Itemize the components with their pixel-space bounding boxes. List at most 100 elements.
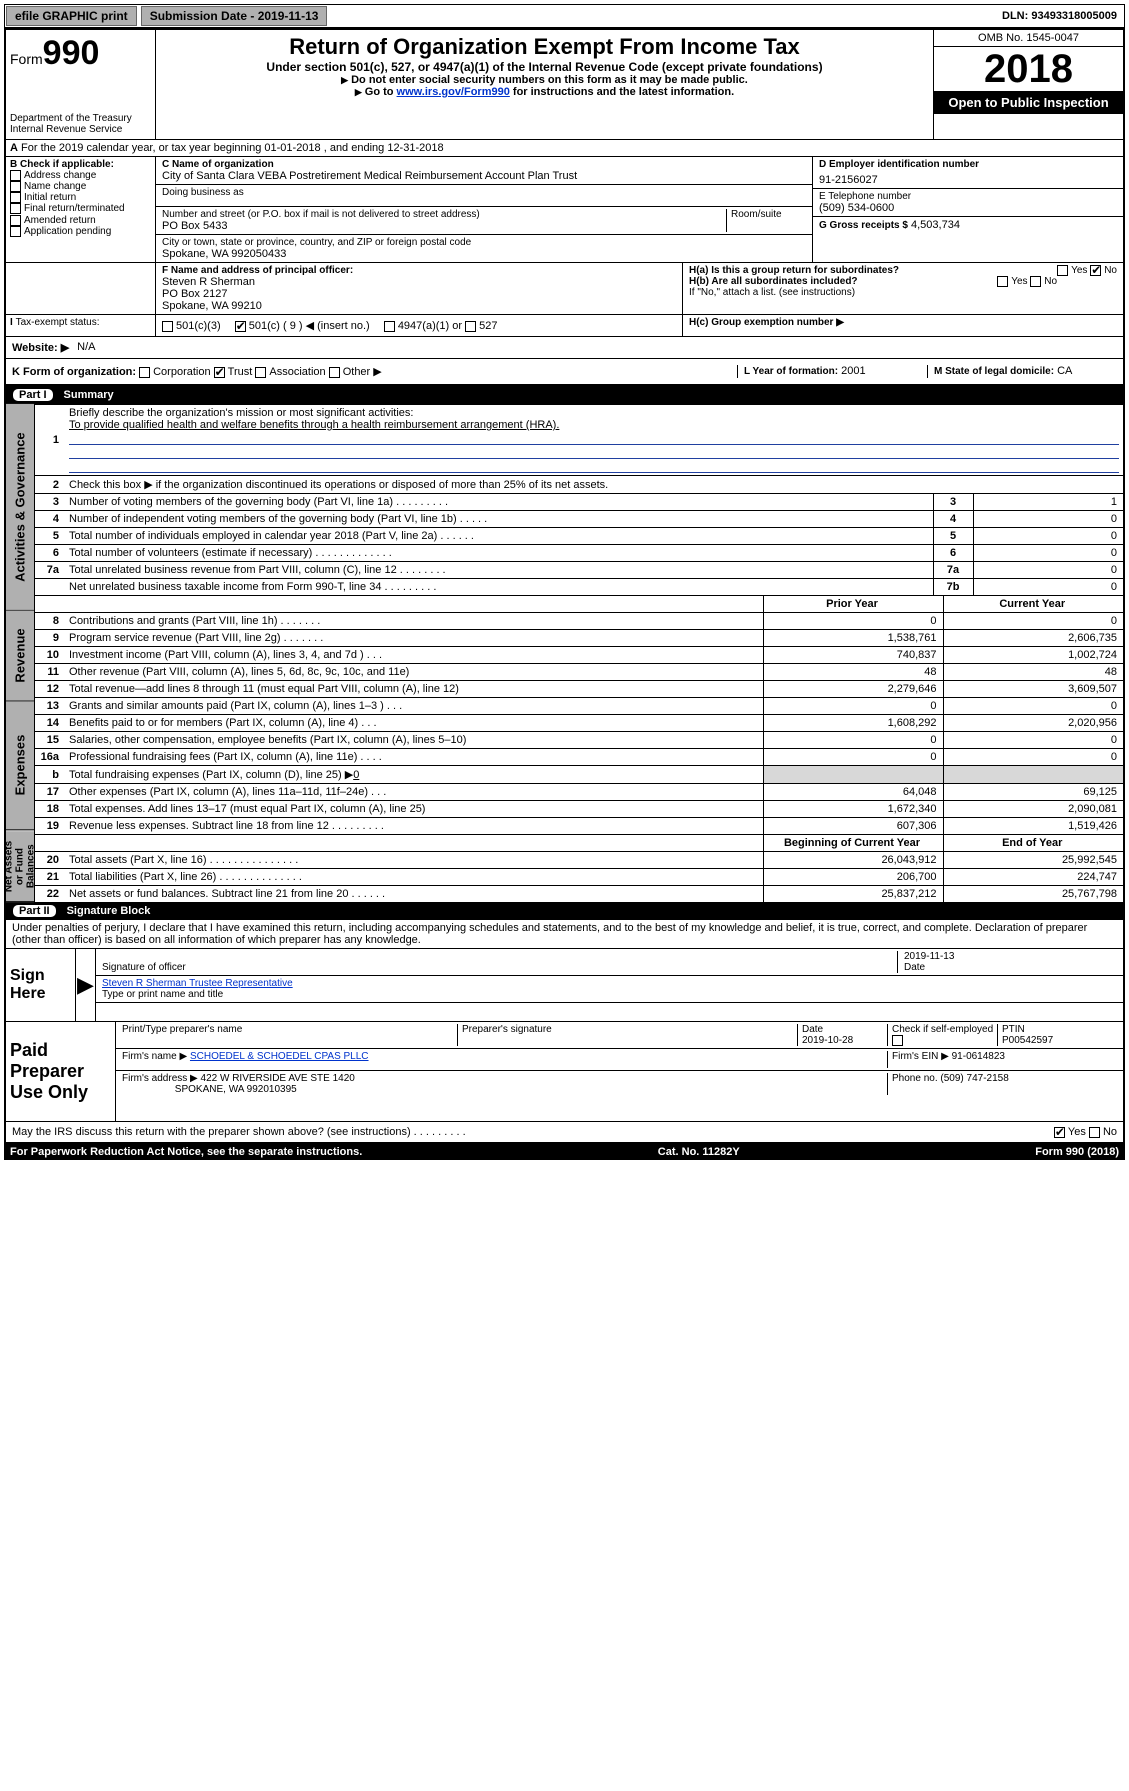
tax-status-row: I Tax-exempt status: 501(c)(3) 501(c) ( … [6,315,1123,337]
ck-assoc[interactable] [255,367,266,378]
k-l-m-row: K Form of organization: Corporation Trus… [6,359,1123,386]
instr-link: Go to www.irs.gov/Form990 for instructio… [162,86,927,98]
m-label: M State of legal domicile: [934,366,1054,377]
irs-link[interactable]: www.irs.gov/Form990 [397,86,510,98]
mayirs-no[interactable] [1089,1127,1100,1138]
e-label: E Telephone number [819,191,1117,202]
c-city-label: City or town, state or province, country… [162,237,806,248]
d-label: D Employer identification number [819,159,1117,170]
sign-block: Sign Here ▶ Signature of officer 2019-11… [6,948,1123,1021]
summary-table-financial: Prior YearCurrent Year 8Contributions an… [35,595,1123,902]
form-subtitle: Under section 501(c), 527, or 4947(a)(1)… [162,60,927,74]
ck-527[interactable] [465,321,476,332]
f-addr1: PO Box 2127 [162,288,676,300]
j-label: Website: ▶ [12,341,69,354]
b-name-change[interactable]: Name change [10,181,151,192]
g-label: G Gross receipts $ [819,220,908,231]
org-info-grid: B Check if applicable: Address change Na… [6,157,1123,263]
i-label: I Tax-exempt status: [6,315,156,336]
d-ein: 91-2156027 [819,174,1117,186]
ck-501c[interactable] [235,321,246,332]
tab-activities: Activities & Governance [6,404,34,611]
ck-corp[interactable] [139,367,150,378]
e-phone: (509) 534-0600 [819,202,1117,214]
mayirs-yes[interactable] [1054,1127,1065,1138]
paid-preparer-block: Paid Preparer Use Only Print/Type prepar… [6,1021,1123,1121]
c-city: Spokane, WA 992050433 [162,248,806,260]
part1-body: Activities & Governance Revenue Expenses… [6,404,1123,902]
form-header: Form990 Department of the Treasury Inter… [6,30,1123,140]
part2-title: Signature Block [67,905,151,917]
officer-name-link[interactable]: Steven R Sherman Trustee Representative [102,978,293,989]
part2-bar: Part II Signature Block [6,902,1123,920]
part1-title: Summary [64,389,114,401]
v7b: 0 [973,579,1123,596]
b-address-change[interactable]: Address change [10,170,151,181]
c-name-label: C Name of organization [162,159,806,170]
part1-label: Part I [12,388,54,402]
l-value: 2001 [841,365,865,377]
sign-here-label: Sign Here [6,949,76,1021]
tab-netassets: Net Assets or Fund Balances [6,831,34,902]
dept-treasury: Department of the Treasury Internal Reve… [10,113,151,135]
b-label: B Check if applicable: [10,159,151,170]
section-a: A For the 2019 calendar year, or tax yea… [6,140,1123,157]
f-addr2: Spokane, WA 99210 [162,300,676,312]
form-title: Return of Organization Exempt From Incom… [162,34,927,60]
topbar: efile GRAPHIC print Submission Date - 20… [4,4,1125,28]
ck-501c3[interactable] [162,321,173,332]
v4: 0 [973,511,1123,528]
form-number: Form990 [10,34,151,73]
firm-name-link[interactable]: SCHOEDEL & SCHOEDEL CPAS PLLC [190,1051,369,1062]
tab-expenses: Expenses [6,701,34,830]
h-b-note: If "No," attach a list. (see instruction… [689,287,1117,298]
page-footer: For Paperwork Reduction Act Notice, see … [4,1144,1125,1160]
f-label: F Name and address of principal officer: [162,265,676,276]
submission-date-button[interactable]: Submission Date - 2019-11-13 [141,6,328,26]
tab-revenue: Revenue [6,611,34,702]
part1-bar: Part I Summary [6,386,1123,404]
h-a: H(a) Is this a group return for subordin… [689,265,1117,276]
b-amended[interactable]: Amended return [10,215,151,226]
b-app-pending[interactable]: Application pending [10,226,151,237]
g-value: 4,503,734 [911,219,960,231]
dln-label: DLN: 93493318005009 [1002,10,1123,22]
website-row: Website: ▶ N/A [6,337,1123,359]
j-value: N/A [77,341,95,354]
f-name: Steven R Sherman [162,276,676,288]
may-irs-row: May the IRS discuss this return with the… [6,1121,1123,1142]
form-frame: Form990 Department of the Treasury Inter… [4,28,1125,1144]
c-org-name: City of Santa Clara VEBA Postretirement … [162,170,806,182]
open-public-badge: Open to Public Inspection [934,91,1123,114]
summary-table-top: 1 Briefly describe the organization's mi… [35,404,1123,595]
m-value: CA [1057,365,1072,377]
k-label: K Form of organization: [12,366,136,378]
h-b: H(b) Are all subordinates included? Yes … [689,276,1117,287]
ck-trust[interactable] [214,367,225,378]
omb-number: OMB No. 1545-0047 [934,30,1123,47]
c-dba-label: Doing business as [162,187,806,198]
footer-left: For Paperwork Reduction Act Notice, see … [10,1146,362,1158]
b-initial-return[interactable]: Initial return [10,192,151,203]
c-addr-label: Number and street (or P.O. box if mail i… [162,209,726,220]
c-addr: PO Box 5433 [162,220,726,232]
b-final-return[interactable]: Final return/terminated [10,203,151,214]
c-room-label: Room/suite [726,209,806,232]
v5: 0 [973,528,1123,545]
mission-text: To provide qualified health and welfare … [69,419,559,431]
h-c: H(c) Group exemption number ▶ [683,315,1123,336]
tax-year: 2018 [934,47,1123,91]
ck-other[interactable] [329,367,340,378]
v3: 1 [973,494,1123,511]
instr-ssn: Do not enter social security numbers on … [162,74,927,86]
l-label: L Year of formation: [744,366,838,377]
sign-arrow-icon: ▶ [76,949,96,1021]
penalty-text: Under penalties of perjury, I declare th… [6,920,1123,948]
f-h-row: F Name and address of principal officer:… [6,263,1123,315]
efile-button[interactable]: efile GRAPHIC print [6,6,137,26]
part2-label: Part II [12,904,57,918]
footer-right: Form 990 (2018) [1035,1146,1119,1158]
ck-4947[interactable] [384,321,395,332]
footer-mid: Cat. No. 11282Y [658,1146,740,1158]
paid-preparer-label: Paid Preparer Use Only [6,1022,116,1121]
